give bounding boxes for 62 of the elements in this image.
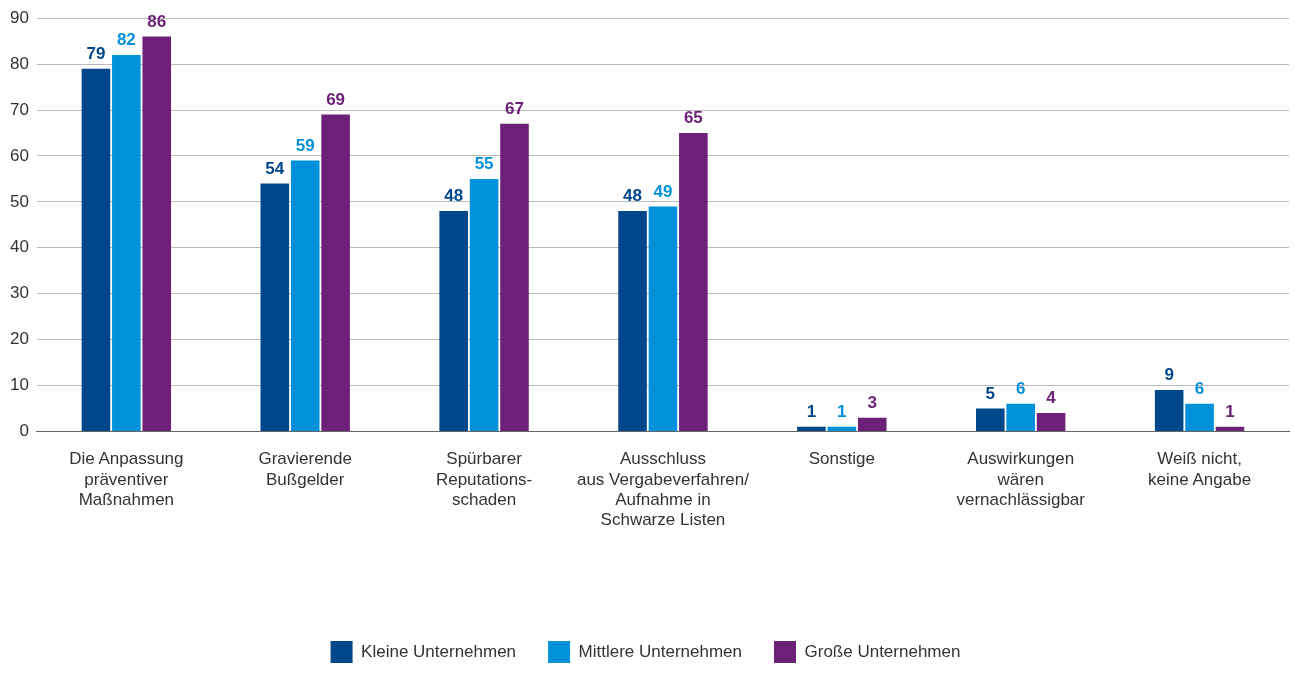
data-label: 1 [837, 402, 847, 421]
y-tick-label: 20 [9, 329, 29, 349]
bar [618, 211, 647, 431]
x-tick-label: Auswirkungen wären vernachlässigbar [956, 449, 1086, 510]
bar [1036, 413, 1066, 431]
x-tick-label: Weiß nicht, keine Angabe [1148, 449, 1252, 489]
bar [797, 426, 826, 431]
data-label: 59 [295, 135, 315, 155]
bar [1006, 403, 1035, 431]
data-label: 6 [1015, 379, 1026, 399]
bar [439, 211, 468, 431]
bar [500, 123, 529, 431]
legend-label: Große Unternehmen [804, 641, 961, 661]
data-label: 67 [505, 98, 524, 118]
bar [679, 132, 708, 431]
x-tick-label: Gravierende Bußgelder [258, 449, 352, 489]
y-tick-label: 80 [9, 53, 29, 73]
bar [648, 206, 678, 431]
data-label: 48 [444, 186, 464, 206]
x-tick-label: Spürbarer Reputations- schaden [435, 449, 533, 510]
bar [1185, 403, 1214, 431]
bar [827, 426, 857, 431]
data-label: 65 [683, 108, 703, 128]
bar [976, 408, 1005, 431]
y-tick-label: 0 [19, 421, 29, 441]
data-label: 1 [806, 402, 817, 421]
y-tick-label: 70 [9, 99, 29, 119]
data-label: 82 [116, 30, 136, 50]
x-tick-label: Die Anpassung präventiver Maßnahmen [69, 449, 184, 510]
data-label: 6 [1194, 379, 1205, 399]
y-tick-label: 40 [9, 237, 29, 257]
y-tick-label: 50 [9, 191, 29, 211]
bar [81, 68, 111, 431]
data-label: 9 [1164, 365, 1174, 385]
y-tick-label: 60 [9, 145, 29, 165]
data-label: 3 [867, 392, 877, 412]
x-tick-label: Sonstige [808, 449, 875, 469]
bar [857, 417, 887, 431]
bar [321, 114, 350, 431]
data-label: 48 [623, 186, 643, 206]
data-label: 55 [474, 154, 494, 174]
bar [1215, 426, 1245, 431]
y-tick-label: 30 [9, 283, 29, 303]
data-label: 1 [1225, 402, 1235, 421]
data-label: 4 [1046, 388, 1057, 408]
data-label: 54 [265, 158, 285, 178]
y-tick-label: 90 [9, 7, 29, 27]
bar [142, 36, 172, 431]
data-label: 69 [326, 89, 346, 109]
data-label: 79 [86, 43, 106, 63]
legend-label: Kleine Unternehmen [361, 641, 517, 661]
data-label: 49 [653, 181, 673, 201]
x-tick-label: Ausschluss aus Vergabeverfahren/ Aufnahme in Schwarze Listen [576, 449, 750, 530]
y-tick-label: 10 [9, 375, 29, 395]
bar [112, 54, 141, 431]
bar [290, 160, 320, 431]
data-label: 86 [147, 11, 167, 31]
legend-label: Mittlere Unternehmen [578, 641, 743, 661]
bar [260, 183, 290, 431]
bar [1154, 390, 1184, 431]
bar [469, 178, 499, 431]
data-label: 5 [985, 383, 996, 403]
